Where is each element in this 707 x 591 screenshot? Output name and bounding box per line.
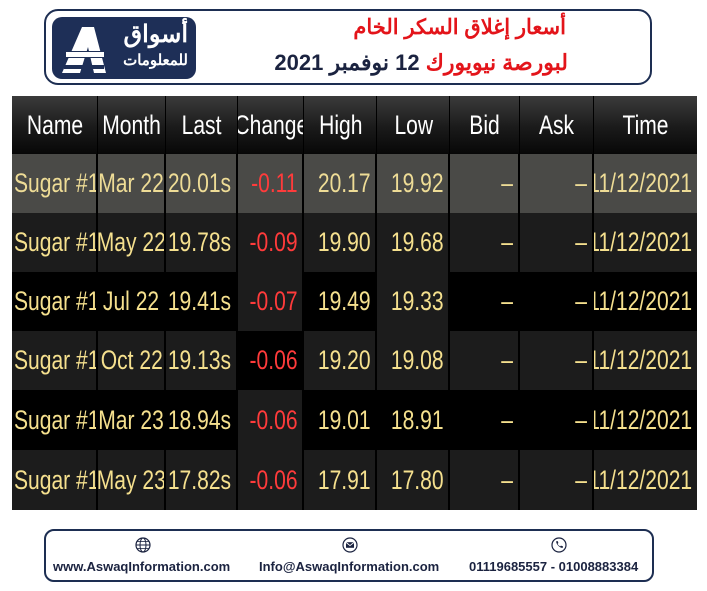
cell-time: 11/12/2021	[594, 390, 698, 450]
col-header-bid: Bid	[450, 96, 521, 154]
cell-low: 18.91	[377, 390, 451, 450]
cell-last: 19.78s	[166, 213, 239, 272]
cell-name: Sugar #11	[12, 390, 99, 450]
email-link[interactable]: Info@AswaqInformation.com	[259, 559, 440, 574]
cell-bid: –	[450, 213, 521, 272]
cell-high: 19.01	[304, 390, 378, 450]
col-header-ask: Ask	[520, 96, 595, 154]
table-header-row: Name Month Last Change High Low Bid Ask …	[12, 96, 697, 154]
cell-ask: –	[520, 390, 595, 450]
contact-footer: www.AswaqInformation.com Info@AswaqInfor…	[44, 529, 654, 582]
mail-icon	[342, 537, 358, 553]
exchange-name: لبورصة نيويورك	[425, 50, 568, 75]
prices-table: Name Month Last Change High Low Bid Ask …	[12, 96, 698, 510]
logo-subtitle: للمعلومات	[123, 52, 188, 69]
col-header-last: Last	[166, 96, 239, 154]
cell-high: 19.20	[304, 331, 378, 390]
cell-month: Jul 22	[98, 272, 167, 331]
cell-ask: –	[520, 331, 595, 390]
cell-high: 19.49	[304, 272, 378, 331]
cell-month: Oct 22	[98, 331, 167, 390]
cell-ask: –	[520, 450, 595, 510]
cell-name: Sugar #11	[12, 154, 99, 213]
table-row[interactable]: Sugar #11 Oct 22 19.13s -0.06 19.20 19.0…	[12, 331, 698, 390]
page-title: أسعار إغلاق السكر الخام	[353, 16, 566, 39]
cell-time: 11/12/2021	[594, 331, 698, 390]
cell-bid: –	[450, 272, 521, 331]
cell-bid: –	[450, 331, 521, 390]
col-header-time: Time	[594, 96, 697, 154]
cell-low: 19.92	[377, 154, 451, 213]
cell-change: -0.06	[238, 390, 305, 450]
cell-time: 11/12/2021	[594, 272, 698, 331]
cell-low: 19.68	[377, 213, 451, 272]
cell-name: Sugar #11	[12, 331, 99, 390]
cell-ask: –	[520, 272, 595, 331]
col-header-name: Name	[12, 96, 99, 154]
cell-ask: –	[520, 213, 595, 272]
cell-low: 19.08	[377, 331, 451, 390]
cell-low: 17.80	[377, 450, 451, 510]
table-row[interactable]: Sugar #11 May 22 19.78s -0.09 19.90 19.6…	[12, 213, 698, 272]
cell-time: 11/12/2021	[594, 154, 698, 213]
cell-time: 11/12/2021	[594, 450, 698, 510]
col-header-change: Change	[238, 96, 305, 154]
logo-a-mark-icon	[60, 27, 108, 73]
cell-last: 17.82s	[166, 450, 239, 510]
col-header-high: High	[304, 96, 378, 154]
cell-name: Sugar #11	[12, 450, 99, 510]
table-row[interactable]: Sugar #11 Mar 22 20.01s -0.11 20.17 19.9…	[12, 154, 698, 213]
cell-last: 18.94s	[166, 390, 239, 450]
cell-name: Sugar #11	[12, 213, 99, 272]
cell-change: -0.09	[238, 213, 305, 272]
cell-bid: –	[450, 154, 521, 213]
cell-high: 19.90	[304, 213, 378, 272]
cell-change: -0.06	[238, 450, 305, 510]
cell-change: -0.11	[238, 154, 305, 213]
cell-high: 17.91	[304, 450, 378, 510]
phone-icon	[551, 537, 567, 553]
cell-bid: –	[450, 390, 521, 450]
cell-low: 19.33	[377, 272, 451, 331]
logo-wordmark: أسواق	[123, 21, 188, 48]
cell-month: Mar 22	[98, 154, 167, 213]
table-row[interactable]: Sugar #11 Jul 22 19.41s -0.07 19.49 19.3…	[12, 272, 698, 331]
aswaq-logo: أسواق للمعلومات	[52, 17, 196, 79]
phone-numbers: 01119685557 - 01008883384	[469, 559, 639, 574]
col-header-low: Low	[377, 96, 451, 154]
cell-last: 20.01s	[166, 154, 239, 213]
cell-ask: –	[520, 154, 595, 213]
cell-last: 19.13s	[166, 331, 239, 390]
page-subtitle: لبورصة نيويورك 12 نوفمبر 2021	[274, 49, 568, 77]
header-banner: أسواق للمعلومات أسعار إغلاق السكر الخام …	[44, 9, 652, 85]
cell-month: May 22	[98, 213, 167, 272]
cell-name: Sugar #11	[12, 272, 99, 331]
table-row[interactable]: Sugar #11 Mar 23 18.94s -0.06 19.01 18.9…	[12, 390, 698, 450]
cell-high: 20.17	[304, 154, 378, 213]
cell-time: 11/12/2021	[594, 213, 698, 272]
col-header-month: Month	[98, 96, 167, 154]
cell-month: May 23	[98, 450, 167, 510]
table-row[interactable]: Sugar #11 May 23 17.82s -0.06 17.91 17.8…	[12, 450, 698, 510]
cell-month: Mar 23	[98, 390, 167, 450]
cell-change: -0.06	[238, 331, 305, 390]
globe-icon	[135, 537, 151, 553]
cell-bid: –	[450, 450, 521, 510]
website-link[interactable]: www.AswaqInformation.com	[53, 559, 231, 574]
cell-change: -0.07	[238, 272, 305, 331]
report-date: 12 نوفمبر 2021	[274, 50, 420, 75]
cell-last: 19.41s	[166, 272, 239, 331]
